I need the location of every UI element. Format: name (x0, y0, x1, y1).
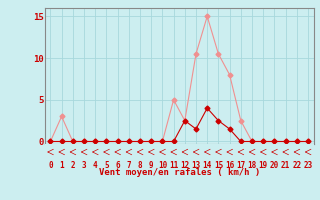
Text: 3: 3 (82, 162, 86, 170)
Text: 17: 17 (236, 162, 245, 170)
Text: 4: 4 (93, 162, 98, 170)
Text: 14: 14 (203, 162, 212, 170)
Text: 23: 23 (303, 162, 313, 170)
Text: 22: 22 (292, 162, 301, 170)
Text: 21: 21 (281, 162, 290, 170)
Text: 18: 18 (247, 162, 257, 170)
Text: 5: 5 (104, 162, 109, 170)
Text: 9: 9 (149, 162, 154, 170)
Text: 19: 19 (259, 162, 268, 170)
Text: 15: 15 (214, 162, 223, 170)
Text: 1: 1 (59, 162, 64, 170)
Text: 0: 0 (48, 162, 53, 170)
Text: 6: 6 (115, 162, 120, 170)
Text: 10: 10 (158, 162, 167, 170)
Text: 20: 20 (270, 162, 279, 170)
Text: 2: 2 (70, 162, 75, 170)
Text: 16: 16 (225, 162, 234, 170)
Text: 12: 12 (180, 162, 189, 170)
Text: 11: 11 (169, 162, 178, 170)
Text: 13: 13 (191, 162, 201, 170)
Text: 7: 7 (126, 162, 131, 170)
Text: Vent moyen/en rafales ( km/h ): Vent moyen/en rafales ( km/h ) (99, 168, 260, 177)
Text: 8: 8 (138, 162, 142, 170)
